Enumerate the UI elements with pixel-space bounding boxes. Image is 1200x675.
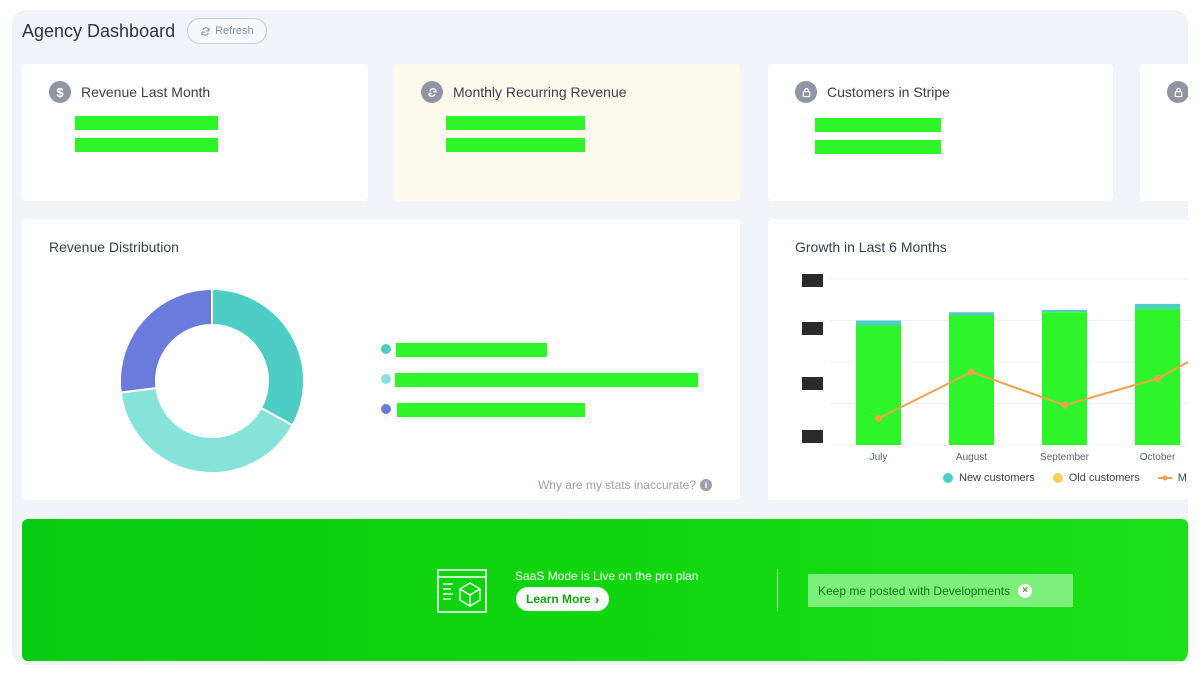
line-point[interactable] [968, 368, 975, 376]
redacted-legend-label [396, 343, 547, 357]
learn-more-button[interactable]: Learn More › [516, 587, 610, 611]
bar-old-customers[interactable] [856, 320, 901, 326]
revenue-distribution-card: Revenue Distribution Why are my stats in… [22, 219, 740, 500]
saas-mode-banner: SaaS Mode is Live on the pro plan Learn … [22, 519, 1188, 661]
saas-window-icon [437, 569, 487, 613]
redacted-value [75, 116, 218, 130]
donut-segment[interactable] [119, 287, 213, 394]
banner-text: SaaS Mode is Live on the pro plan [515, 569, 699, 583]
line-marker-icon [1157, 475, 1172, 481]
refresh-label: Refresh [215, 25, 254, 37]
x-tick-label: July [869, 452, 888, 463]
dashboard-frame: Agency Dashboard Refresh $ Revenue Last … [12, 10, 1188, 665]
growth-bar-chart [830, 278, 1188, 445]
legend-label: New customers [959, 472, 1035, 484]
redacted-legend-label [397, 403, 585, 417]
growth-card: Growth in Last 6 Months July August Septem… [768, 219, 1188, 500]
keep-posted-button[interactable]: Keep me posted with Developments × [808, 574, 1073, 607]
x-tick-label: August [955, 452, 988, 463]
redacted-y-tick [802, 322, 823, 335]
refresh-button[interactable]: Refresh [187, 18, 267, 44]
bar-new-customers[interactable] [1042, 312, 1087, 445]
legend-label: M [1177, 472, 1187, 484]
lock-icon [1167, 81, 1188, 103]
help-text: Why are my stats inaccurate? [537, 478, 696, 492]
revenue-distribution-title: Revenue Distribution [49, 239, 179, 255]
bar-old-customers[interactable] [949, 312, 994, 316]
bar-old-customers[interactable] [1042, 309, 1087, 313]
bar-old-customers[interactable] [1135, 303, 1180, 309]
stats-inaccurate-link[interactable]: Why are my stats inaccurate? i [538, 478, 712, 492]
redacted-legend-label [395, 373, 698, 387]
redacted-value [446, 138, 585, 152]
line-point[interactable] [1061, 401, 1068, 409]
x-tick-label: September [1040, 452, 1089, 463]
redacted-value [446, 116, 585, 130]
refresh-cycle-icon [421, 81, 443, 103]
redacted-y-tick [802, 274, 823, 287]
topbar: Agency Dashboard Refresh [22, 18, 267, 44]
donut-segment[interactable] [119, 386, 294, 474]
redacted-y-tick [802, 430, 823, 443]
stat-title: Customers in Stripe [827, 84, 950, 100]
stat-title: Revenue Last Month [81, 84, 211, 100]
chevron-right-icon: › [594, 591, 600, 607]
lock-icon [795, 81, 817, 103]
learn-more-label: Learn More [526, 592, 591, 606]
banner-divider [777, 569, 778, 611]
info-icon: i [700, 479, 712, 491]
redacted-y-tick [802, 377, 823, 390]
legend-dot [1052, 473, 1063, 483]
stat-card-revenue-last-month: $ Revenue Last Month [22, 64, 368, 201]
donut-segment[interactable] [211, 287, 305, 427]
line-point[interactable] [1154, 375, 1161, 383]
legend-item-m[interactable]: M [1157, 472, 1187, 484]
stat-card-mrr: Monthly Recurring Revenue [394, 64, 740, 201]
legend-item-old-customers[interactable]: Old customers [1052, 472, 1140, 484]
legend-item-new-customers[interactable]: New customers [943, 472, 1035, 484]
keep-posted-label: Keep me posted with Developments [818, 583, 1011, 598]
legend-dot [381, 374, 391, 384]
stat-card-partial [1140, 64, 1188, 201]
legend-dot [381, 344, 391, 354]
growth-legend: New customers Old customers M [943, 472, 1187, 484]
stat-card-customers-stripe: Customers in Stripe [768, 64, 1113, 201]
growth-title: Growth in Last 6 Months [795, 239, 947, 255]
legend-dot [943, 473, 953, 483]
dollar-icon: $ [49, 81, 71, 103]
redacted-value [75, 138, 218, 152]
line-point[interactable] [875, 414, 882, 422]
legend-label: Old customers [1068, 472, 1140, 484]
bar-new-customers[interactable] [856, 325, 901, 445]
redacted-value [815, 118, 941, 132]
page-title: Agency Dashboard [22, 20, 176, 41]
close-icon[interactable]: × [1018, 583, 1033, 598]
refresh-icon [201, 26, 210, 36]
legend-dot [381, 404, 391, 414]
donut-chart [119, 287, 305, 474]
redacted-value [815, 140, 941, 154]
stat-title: Monthly Recurring Revenue [453, 84, 627, 100]
x-tick-label: October [1139, 452, 1176, 463]
